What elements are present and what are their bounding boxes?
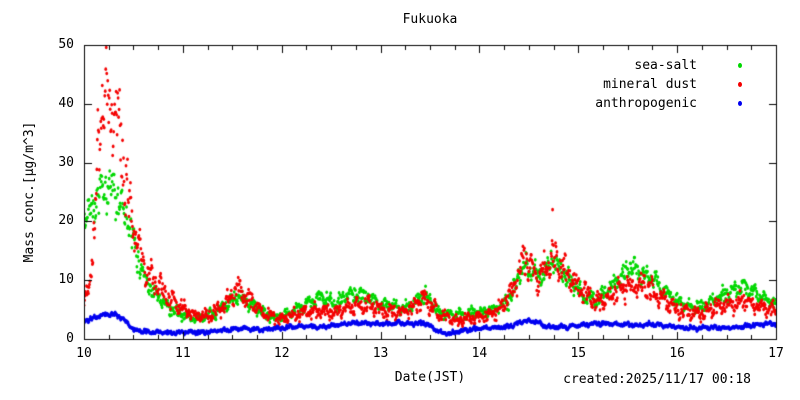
legend-item: mineral dust — [595, 75, 742, 94]
y-tick-label: 0 — [66, 331, 74, 346]
legend-label: anthropogenic — [595, 95, 697, 111]
x-tick-label: 12 — [273, 346, 290, 361]
x-tick-label: 17 — [768, 346, 784, 361]
y-axis-label: Mass conc.[μg/m^3] — [22, 121, 37, 263]
x-tick-label: 11 — [175, 346, 191, 361]
x-tick-label: 16 — [669, 346, 685, 361]
y-tick-label: 50 — [58, 37, 74, 52]
legend-marker-icon — [738, 63, 742, 68]
chart-title: Fukuoka — [402, 12, 458, 27]
y-tick-label: 20 — [58, 213, 74, 229]
y-tick-label: 30 — [58, 154, 74, 170]
created-timestamp: created:2025/11/17 00:18 — [563, 372, 751, 387]
legend-marker-icon — [738, 82, 742, 87]
x-tick-label: 13 — [372, 346, 389, 361]
legend: sea-salt mineral dust anthropogenic — [595, 56, 742, 113]
x-axis-label: Date(JST) — [394, 370, 466, 385]
legend-marker-icon — [738, 101, 742, 106]
y-tick-label: 40 — [58, 95, 74, 111]
legend-label: mineral dust — [603, 76, 697, 92]
legend-item: anthropogenic — [595, 94, 742, 113]
x-tick-label: 10 — [76, 346, 92, 361]
x-tick-label: 15 — [570, 346, 587, 361]
y-tick-label: 10 — [58, 272, 74, 288]
x-tick-label: 14 — [471, 346, 488, 361]
legend-item: sea-salt — [595, 56, 742, 75]
legend-label: sea-salt — [634, 57, 697, 73]
